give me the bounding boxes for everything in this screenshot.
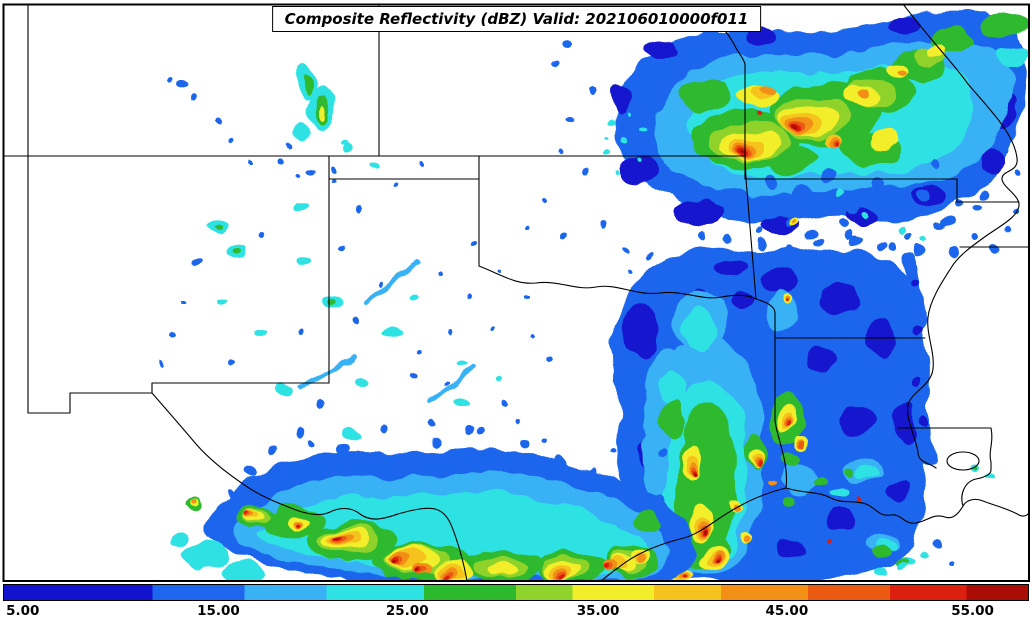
- map-title-text: Composite Reflectivity (dBZ) Valid: 2021…: [284, 10, 749, 28]
- state-borders: [4, 5, 1028, 580]
- region-colorado-cells: [167, 62, 355, 178]
- colorbar-tick-label: 15.00: [197, 603, 240, 619]
- colorbar-tick-label: 25.00: [385, 603, 429, 619]
- colorbar-tick-label: 5.00: [6, 603, 40, 619]
- region-south-texas-line: [170, 427, 694, 580]
- region-east-texas-louisiana-system: [611, 149, 1024, 580]
- colorbar-tick-label: 45.00: [765, 603, 809, 619]
- colorbar-gradient: [3, 584, 1029, 601]
- colorbar-tick-row: 5.00 15.00 25.00 35.00 45.00 55.00: [3, 603, 1029, 627]
- region-west-texas-showers: [159, 139, 550, 445]
- map-title: Composite Reflectivity (dBZ) Valid: 2021…: [271, 6, 762, 32]
- map-frame: [2, 3, 1030, 582]
- reflectivity-layer: [4, 5, 1028, 580]
- colorbar-tick-label: 35.00: [576, 603, 620, 619]
- colorbar-tick-label: 55.00: [951, 603, 994, 619]
